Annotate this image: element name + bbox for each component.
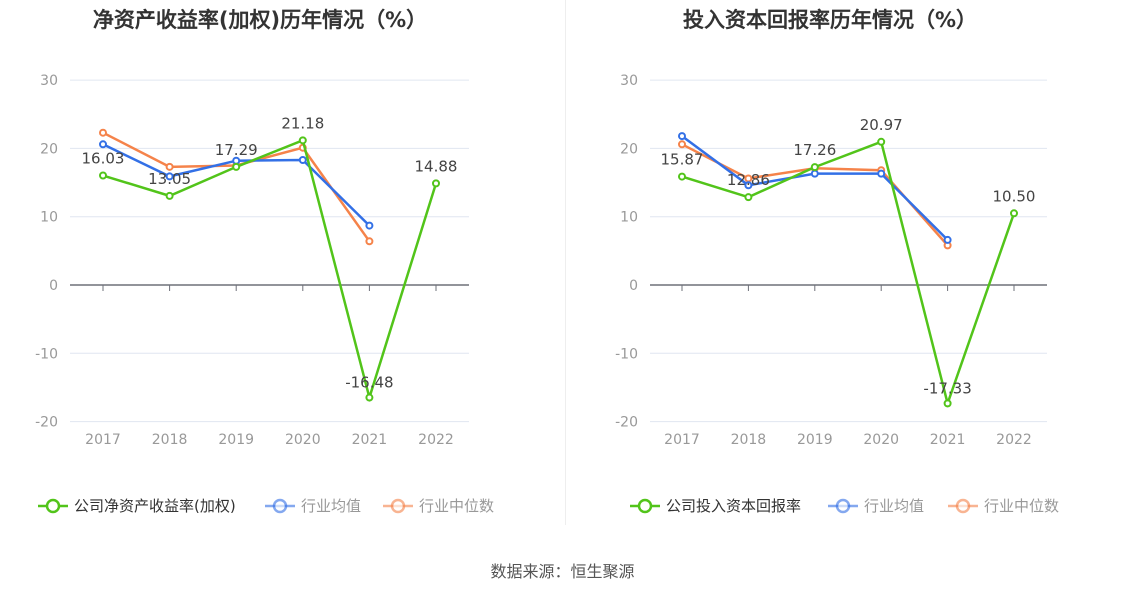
data-point-avg — [877, 169, 886, 178]
chart-title-roe: 净资产收益率(加权)历年情况（%） — [92, 8, 428, 32]
legend-item-company[interactable]: 公司投入资本回报率 — [666, 497, 801, 515]
data-point-company — [99, 171, 107, 180]
x-tick-label: 2018 — [152, 432, 188, 448]
data-label: 10.50 — [993, 187, 1036, 205]
legend-marker-icon — [390, 498, 406, 514]
legend-marker-icon — [835, 498, 851, 514]
legend-item-median[interactable]: 行业中位数 — [419, 497, 494, 515]
legend-marker-icon — [45, 498, 61, 514]
series-line-company — [681, 140, 1016, 408]
x-tick-label: 2018 — [731, 432, 767, 448]
data-label: -17.33 — [923, 379, 971, 397]
divider — [565, 0, 566, 525]
data-label: 20.97 — [860, 116, 903, 134]
data-point-avg — [744, 181, 753, 190]
legend-marker-icon — [272, 498, 288, 514]
data-point-company — [943, 399, 952, 408]
data-point-company — [810, 163, 819, 172]
data-point-company — [744, 193, 753, 202]
y-tick-label: -10 — [615, 346, 638, 362]
data-point-median — [365, 237, 374, 246]
legend-marker-icon — [637, 498, 653, 514]
y-tick-label: 10 — [620, 210, 638, 226]
data-point-company — [1010, 209, 1018, 218]
data-point-median — [99, 128, 107, 137]
series-line-company — [102, 138, 438, 403]
x-tick-label: 2019 — [797, 432, 833, 448]
data-point-company — [678, 172, 686, 181]
legend-item-company[interactable]: 公司净资产收益率(加权) — [74, 497, 236, 515]
data-label: 17.29 — [215, 141, 258, 159]
data-point-avg — [365, 221, 374, 230]
x-tick-label: 2020 — [285, 432, 321, 448]
data-label: 12.86 — [727, 171, 770, 189]
data-point-company — [877, 137, 886, 146]
x-tick-label: 2021 — [930, 432, 966, 448]
y-tick-label: 20 — [40, 141, 58, 157]
x-tick-label: 2022 — [418, 432, 454, 448]
y-tick-label: 20 — [620, 141, 638, 157]
chart-title-roic: 投入资本回报率历年情况（%） — [682, 8, 978, 32]
legend-item-avg[interactable]: 行业均值 — [301, 497, 361, 515]
data-point-avg — [810, 169, 819, 178]
x-tick-label: 2017 — [664, 432, 700, 448]
data-point-avg — [99, 140, 107, 149]
y-tick-label: -20 — [35, 415, 58, 431]
data-point-avg — [678, 132, 686, 141]
y-tick-label: 0 — [49, 278, 58, 294]
data-point-company — [365, 393, 374, 402]
y-tick-label: -20 — [615, 415, 638, 431]
data-label: 14.88 — [415, 157, 458, 175]
data-point-avg — [298, 156, 307, 165]
legend-marker-icon — [955, 498, 971, 514]
data-point-median — [165, 162, 174, 171]
data-point-company — [232, 162, 241, 171]
data-point-avg — [943, 235, 952, 244]
x-tick-label: 2021 — [352, 432, 388, 448]
legend-item-avg[interactable]: 行业均值 — [864, 497, 924, 515]
data-label: 16.03 — [82, 150, 125, 168]
data-point-median — [678, 140, 686, 149]
y-tick-label: 30 — [40, 73, 58, 89]
y-tick-label: 10 — [40, 210, 58, 226]
data-point-company — [432, 179, 440, 188]
data-point-avg — [165, 172, 174, 181]
data-label: 15.87 — [661, 151, 704, 169]
data-source: 数据来源：恒生聚源 — [490, 562, 635, 581]
y-tick-label: 0 — [629, 278, 638, 294]
data-label: 13.05 — [148, 170, 191, 188]
y-tick-label: -10 — [35, 346, 58, 362]
data-label: -16.48 — [345, 374, 393, 392]
series-line-median — [681, 143, 949, 247]
x-tick-label: 2017 — [85, 432, 121, 448]
data-label: 21.18 — [281, 114, 324, 132]
y-tick-label: 30 — [620, 73, 638, 89]
legend-item-median[interactable]: 行业中位数 — [984, 497, 1059, 515]
x-tick-label: 2022 — [996, 432, 1032, 448]
data-point-company — [165, 191, 174, 200]
x-tick-label: 2020 — [863, 432, 899, 448]
data-label: 17.26 — [793, 141, 836, 159]
x-tick-label: 2019 — [218, 432, 254, 448]
data-point-company — [298, 136, 307, 145]
